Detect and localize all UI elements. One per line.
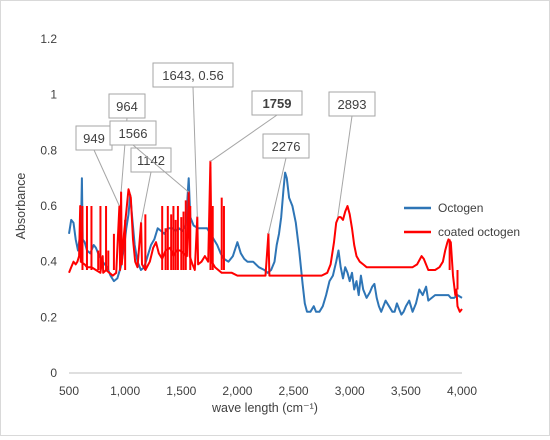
annotation-callout: 1566 — [109, 120, 190, 193]
callout-leader — [210, 114, 278, 162]
x-tick-labels: 500 1,000 1,500 2,000 2,500 3,000 3,500 4,000 — [59, 384, 477, 398]
legend: Octogen coated octogen — [404, 201, 520, 239]
callout-box — [109, 120, 157, 146]
callout-box — [328, 91, 376, 117]
callout-leader — [132, 144, 190, 193]
callout-label: 1759 — [263, 96, 292, 111]
callout-leader — [93, 149, 120, 207]
annotation-callout: 1643, 0.56 — [152, 62, 234, 218]
annotation-callout: 1142 — [130, 147, 172, 223]
y-tick-label: 0.6 — [40, 199, 57, 213]
callout-leader — [337, 115, 353, 218]
y-tick-labels: 0 0.2 0.4 0.6 0.8 1 1.2 — [40, 32, 57, 380]
x-tick-label: 4,000 — [447, 384, 477, 398]
annotation-callout: 964 — [108, 93, 146, 193]
callout-label: 1566 — [119, 126, 148, 141]
callout-leader — [140, 171, 152, 223]
callout-box — [108, 93, 146, 119]
annotation-callout: 2276 — [262, 133, 310, 234]
callout-label: 2893 — [338, 97, 367, 112]
callout-label: 964 — [116, 99, 138, 114]
callout-box — [152, 62, 234, 88]
series-line-octogen — [68, 171, 463, 316]
series-layer — [68, 160, 463, 316]
y-tick-label: 1 — [50, 88, 57, 102]
y-tick-label: 0.2 — [40, 310, 57, 324]
x-axis-label: wave length (cm⁻¹) — [211, 401, 318, 415]
callout-leader — [267, 157, 287, 234]
callout-label: 1643, 0.56 — [162, 68, 223, 83]
callout-box — [251, 90, 303, 116]
y-axis-label: Absorbance — [14, 173, 28, 240]
x-tick-label: 3,500 — [391, 384, 421, 398]
callout-label: 949 — [83, 131, 105, 146]
annotation-callout: 1759 — [210, 90, 303, 162]
y-tick-label: 0.8 — [40, 143, 57, 157]
callout-label: 2276 — [272, 139, 301, 154]
x-tick-label: 2,000 — [222, 384, 252, 398]
x-tick-label: 1,000 — [110, 384, 140, 398]
x-tick-label: 1,500 — [166, 384, 196, 398]
y-tick-label: 0 — [50, 366, 57, 380]
callout-leader — [192, 86, 198, 218]
x-tick-label: 2,500 — [279, 384, 309, 398]
annotation-layer: 949 964 1142 1566 1643, 0.56 1759 2276 2893 — [75, 62, 376, 234]
x-tick-label: 500 — [59, 384, 79, 398]
x-tick-label: 3,000 — [335, 384, 365, 398]
legend-label: Octogen — [438, 201, 483, 215]
annotation-callout: 2893 — [328, 91, 376, 218]
y-tick-label: 1.2 — [40, 32, 57, 46]
series-line-coated-octogen — [68, 160, 463, 313]
annotation-callout: 949 — [75, 125, 120, 207]
callout-box — [262, 133, 310, 159]
legend-label: coated octogen — [438, 225, 520, 239]
y-tick-label: 0.4 — [40, 255, 57, 269]
